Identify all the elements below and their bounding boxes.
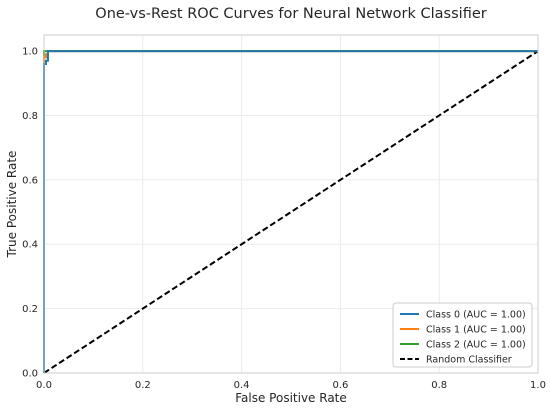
y-tick-label: 0.2: [22, 304, 38, 315]
y-axis-label: True Positive Rate: [5, 151, 19, 259]
x-tick-labels: 0.0 0.2 0.4 0.6 0.8 1.0: [36, 380, 546, 391]
y-tick-label: 0.6: [22, 175, 38, 186]
y-tick-label: 0.4: [22, 240, 38, 251]
x-axis-label: False Positive Rate: [235, 391, 347, 405]
plot-frame: [43, 34, 539, 374]
x-tick-label: 0.4: [234, 380, 250, 391]
x-tick-label: 0.2: [135, 380, 151, 391]
x-tick-label: 0.8: [431, 380, 447, 391]
y-tick-label: 0.0: [22, 369, 38, 380]
x-tick-label: 0.6: [332, 380, 348, 391]
legend-label: Class 2 (AUC = 1.00): [426, 340, 526, 351]
x-tick-label: 1.0: [530, 380, 546, 391]
y-tick-label: 1.0: [22, 47, 38, 58]
series-line: [43, 50, 539, 374]
legend: Class 0 (AUC = 1.00) Class 1 (AUC = 1.00)…: [392, 302, 533, 368]
y-tick-labels: 0.0 0.2 0.4 0.6 0.8 1.0: [22, 47, 38, 380]
x-tick-label: 0.0: [36, 380, 52, 391]
legend-label: Random Classifier: [426, 355, 512, 366]
chart-title: One-vs-Rest ROC Curves for Neural Networ…: [95, 6, 486, 22]
legend-label: Class 1 (AUC = 1.00): [426, 325, 526, 336]
grid-lines: [43, 35, 539, 374]
legend-box: [392, 302, 533, 368]
legend-label: Class 0 (AUC = 1.00): [426, 310, 526, 321]
y-tick-label: 0.8: [22, 111, 38, 122]
